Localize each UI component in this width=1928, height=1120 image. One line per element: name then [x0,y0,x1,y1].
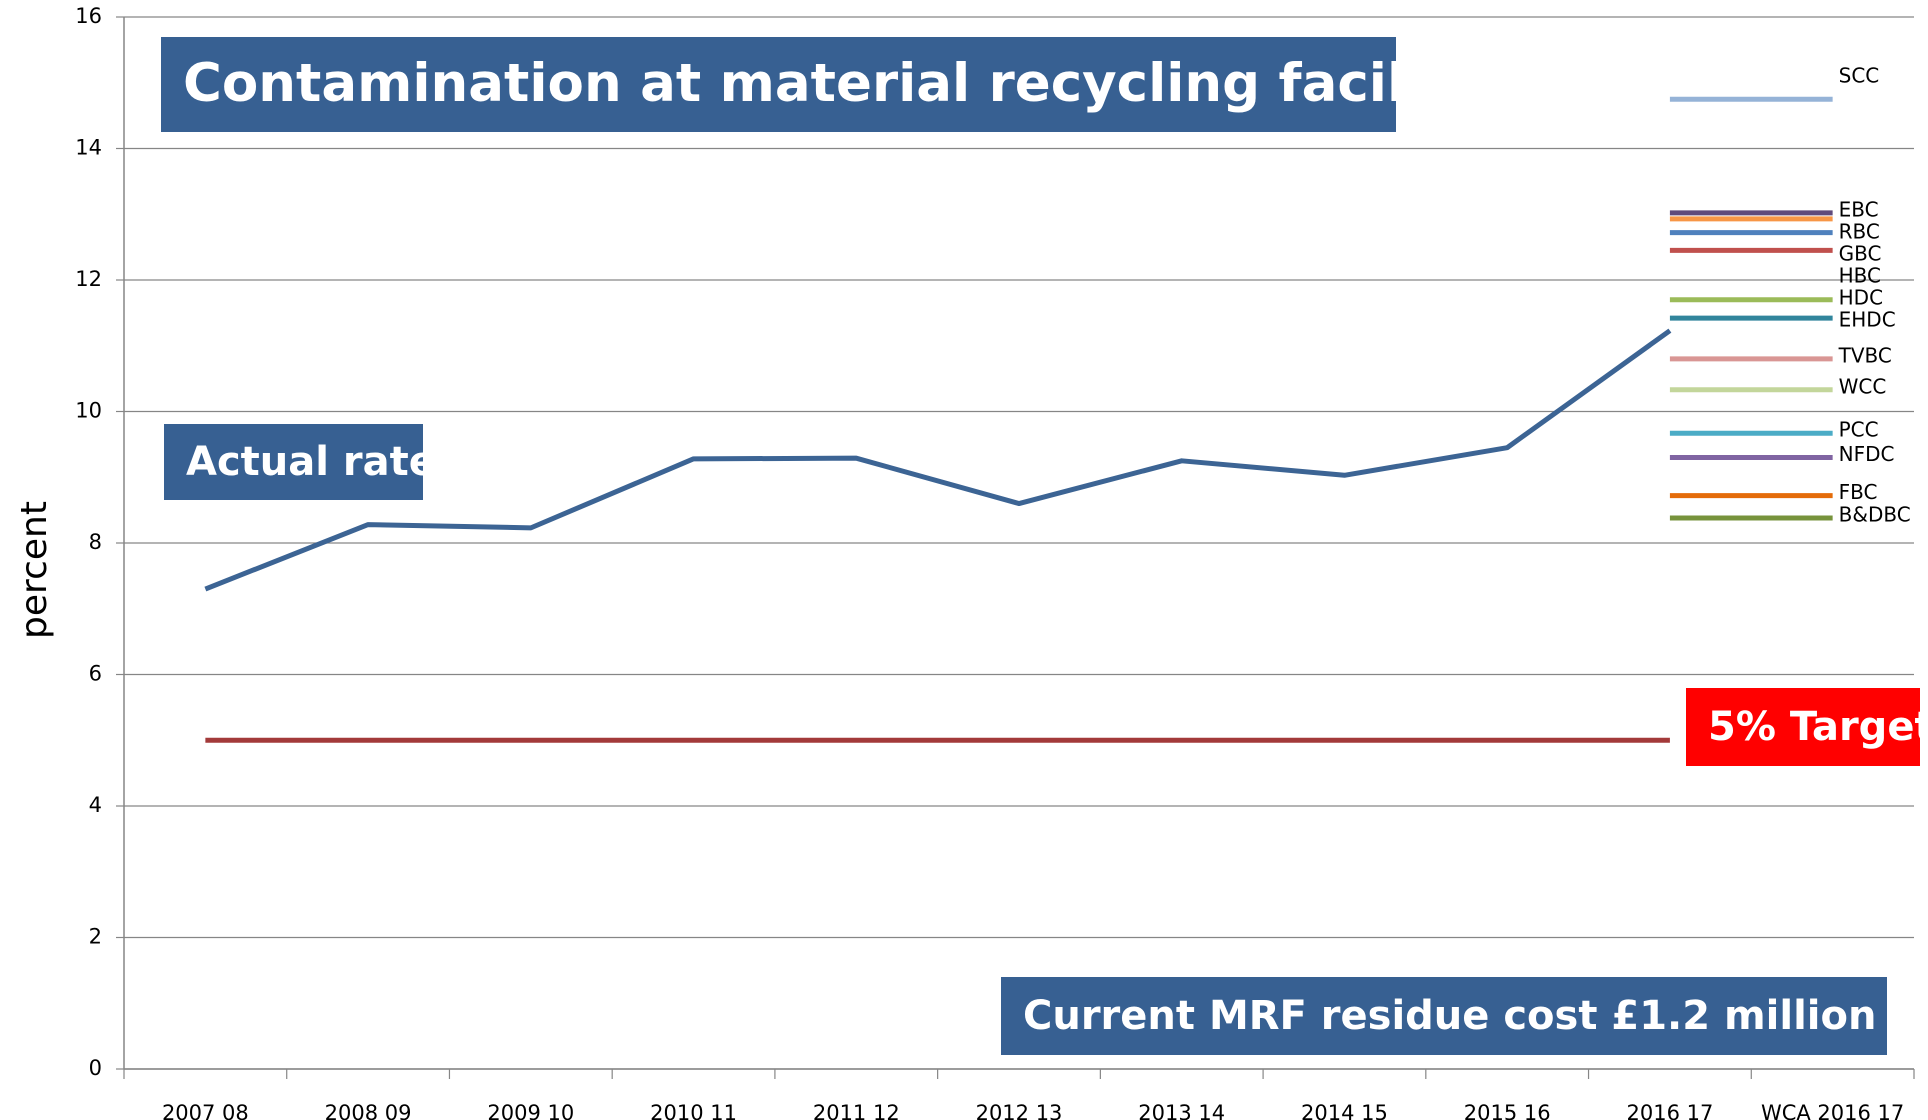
authority-label: GBC [1839,241,1882,265]
annotation-box [1001,977,1887,1055]
y-tick-label: 0 [89,1056,102,1080]
series-line [204,328,1672,592]
authority-label: EHDC [1839,307,1896,331]
authority-label: SCC [1839,64,1880,88]
chart-title-box [161,37,1396,132]
y-tick-label: 14 [75,136,102,160]
x-tick-label: 2016 17 [1626,1101,1713,1120]
annotation: Current MRF residue cost £1.2 million p.… [1023,993,1928,1039]
x-tick-label: 2011 12 [813,1101,900,1120]
authority-label: WCC [1839,374,1887,398]
authority-label: HBC [1839,263,1881,287]
x-tick-label: WCA 2016 17 [1761,1101,1904,1120]
y-tick-label: 12 [75,267,102,291]
y-axis-label: percent [14,501,55,639]
x-tick-label: 2012 13 [976,1101,1063,1120]
actual-rate-label-box [164,424,423,500]
x-tick-label: 2008 09 [325,1101,412,1120]
x-tick-label: 2010 11 [650,1101,737,1120]
chart-title: Contamination at material recycling faci… [183,53,1534,114]
x-tick-label: 2014 15 [1301,1101,1388,1120]
authority-label: TVBC [1838,343,1892,367]
actual-rate-label: Actual rate [186,439,436,485]
y-tick-label: 16 [75,4,102,28]
authority-label: EBC [1839,197,1879,221]
y-tick-label: 6 [89,662,102,686]
x-tick-label: 2013 14 [1138,1101,1225,1120]
y-tick-label: 4 [89,793,102,817]
authority-label: B&DBC [1839,503,1911,527]
authority-label: FBC [1839,480,1878,504]
authority-label: HDC [1839,285,1883,309]
y-tick-label: 10 [75,399,102,423]
x-tick-label: 2009 10 [487,1101,574,1120]
x-tick-label: 2015 16 [1464,1101,1551,1120]
y-tick-label: 2 [89,925,102,949]
authority-label: PCC [1839,418,1879,442]
y-tick-label: 8 [89,530,102,554]
target-label-box [1686,688,1920,766]
target-label: 5% Target [1708,704,1928,750]
x-tick-label: 2007 08 [162,1101,249,1120]
authority-label: RBC [1839,219,1880,243]
authority-label: NFDC [1839,442,1895,466]
